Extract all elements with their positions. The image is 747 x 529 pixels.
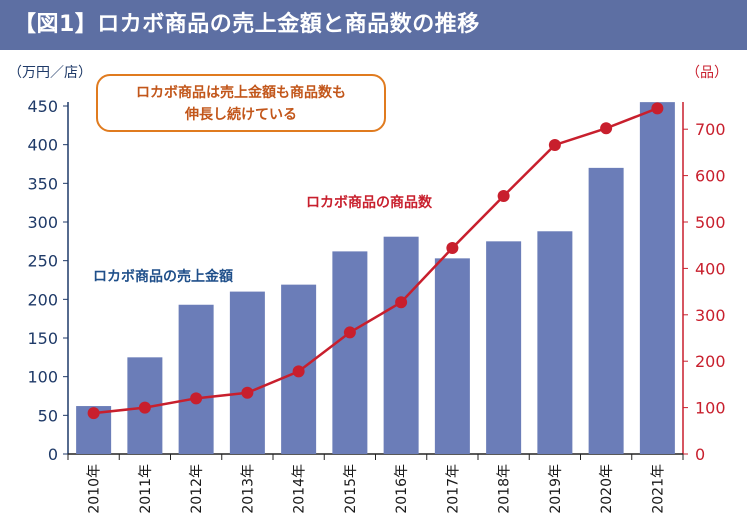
x-category-label: 2010年	[87, 464, 103, 514]
right-tick-label: 300	[695, 306, 726, 325]
annotation-line-2: 伸長し続けている	[185, 107, 297, 123]
left-tick-label: 350	[27, 174, 58, 193]
line-point-product-count	[343, 326, 356, 339]
bar-sales	[486, 241, 522, 454]
left-axis-unit: （万円／店）	[8, 65, 92, 81]
line-point-product-count	[138, 401, 151, 414]
line-series-group	[87, 102, 664, 420]
right-axis-unit: （品）	[686, 65, 728, 81]
chart-title: 【図1】ロカボ商品の売上金額と商品数の推移	[14, 12, 480, 37]
x-category-label: 2019年	[548, 464, 564, 514]
line-point-product-count	[395, 296, 408, 309]
labels-group: 0 50 100 150 200 250 300 350 400 450 0 100 200 300 400…	[27, 97, 725, 514]
chart-header: 【図1】ロカボ商品の売上金額と商品数の推移	[0, 0, 747, 50]
left-tick-label: 250	[27, 252, 58, 271]
x-category-label: 2020年	[599, 464, 615, 514]
line-point-product-count	[292, 365, 305, 378]
left-tick-label: 100	[27, 368, 58, 387]
x-category-label: 2021年	[650, 464, 666, 514]
left-tick-label: 300	[27, 213, 58, 232]
left-tick-label: 200	[27, 290, 58, 309]
bar-sales	[434, 258, 470, 454]
line-series-label: ロカボ商品の商品数	[306, 194, 433, 211]
annotation-callout: ロカボ商品は売上金額も商品数も 伸長し続けている	[96, 74, 386, 132]
bar-sales	[588, 167, 624, 454]
right-tick-label: 100	[695, 399, 726, 418]
right-tick-label: 0	[695, 445, 705, 464]
line-product-count	[93, 107, 658, 415]
left-tick-label: 450	[27, 97, 58, 116]
right-tick-label: 700	[695, 120, 726, 139]
x-category-label: 2015年	[343, 464, 359, 514]
x-category-label: 2012年	[189, 464, 205, 514]
right-tick-label: 600	[695, 167, 726, 186]
annotation-line-1: ロカボ商品は売上金額も商品数も	[136, 85, 346, 101]
bar-sales	[383, 236, 419, 454]
line-point-product-count	[190, 392, 203, 405]
left-tick-label: 150	[27, 329, 58, 348]
x-category-label: 2017年	[445, 464, 461, 514]
bar-sales	[178, 304, 214, 454]
left-tick-label: 400	[27, 136, 58, 155]
line-point-product-count	[497, 190, 510, 203]
line-point-product-count	[446, 241, 459, 254]
left-tick-label: 50	[38, 406, 58, 425]
right-tick-label: 400	[695, 259, 726, 278]
bar-sales	[332, 251, 368, 454]
left-tick-label: 0	[48, 445, 58, 464]
bar-series-label: ロカボ商品の売上金額	[93, 268, 233, 285]
right-tick-label: 500	[695, 213, 726, 232]
x-category-label: 2014年	[292, 464, 308, 514]
x-category-label: 2018年	[497, 464, 513, 514]
line-point-product-count	[87, 407, 100, 420]
line-point-product-count	[241, 386, 254, 399]
bar-series-group	[76, 102, 675, 454]
x-category-label: 2016年	[394, 464, 410, 514]
line-point-product-count	[651, 102, 664, 115]
bar-sales	[537, 231, 573, 454]
x-category-label: 2011年	[138, 464, 154, 514]
line-point-product-count	[600, 122, 613, 135]
bar-sales	[229, 291, 265, 454]
right-tick-label: 200	[695, 352, 726, 371]
line-point-product-count	[548, 138, 561, 151]
bar-sales	[639, 102, 675, 454]
x-category-label: 2013年	[240, 464, 256, 514]
axes-group	[63, 102, 688, 460]
